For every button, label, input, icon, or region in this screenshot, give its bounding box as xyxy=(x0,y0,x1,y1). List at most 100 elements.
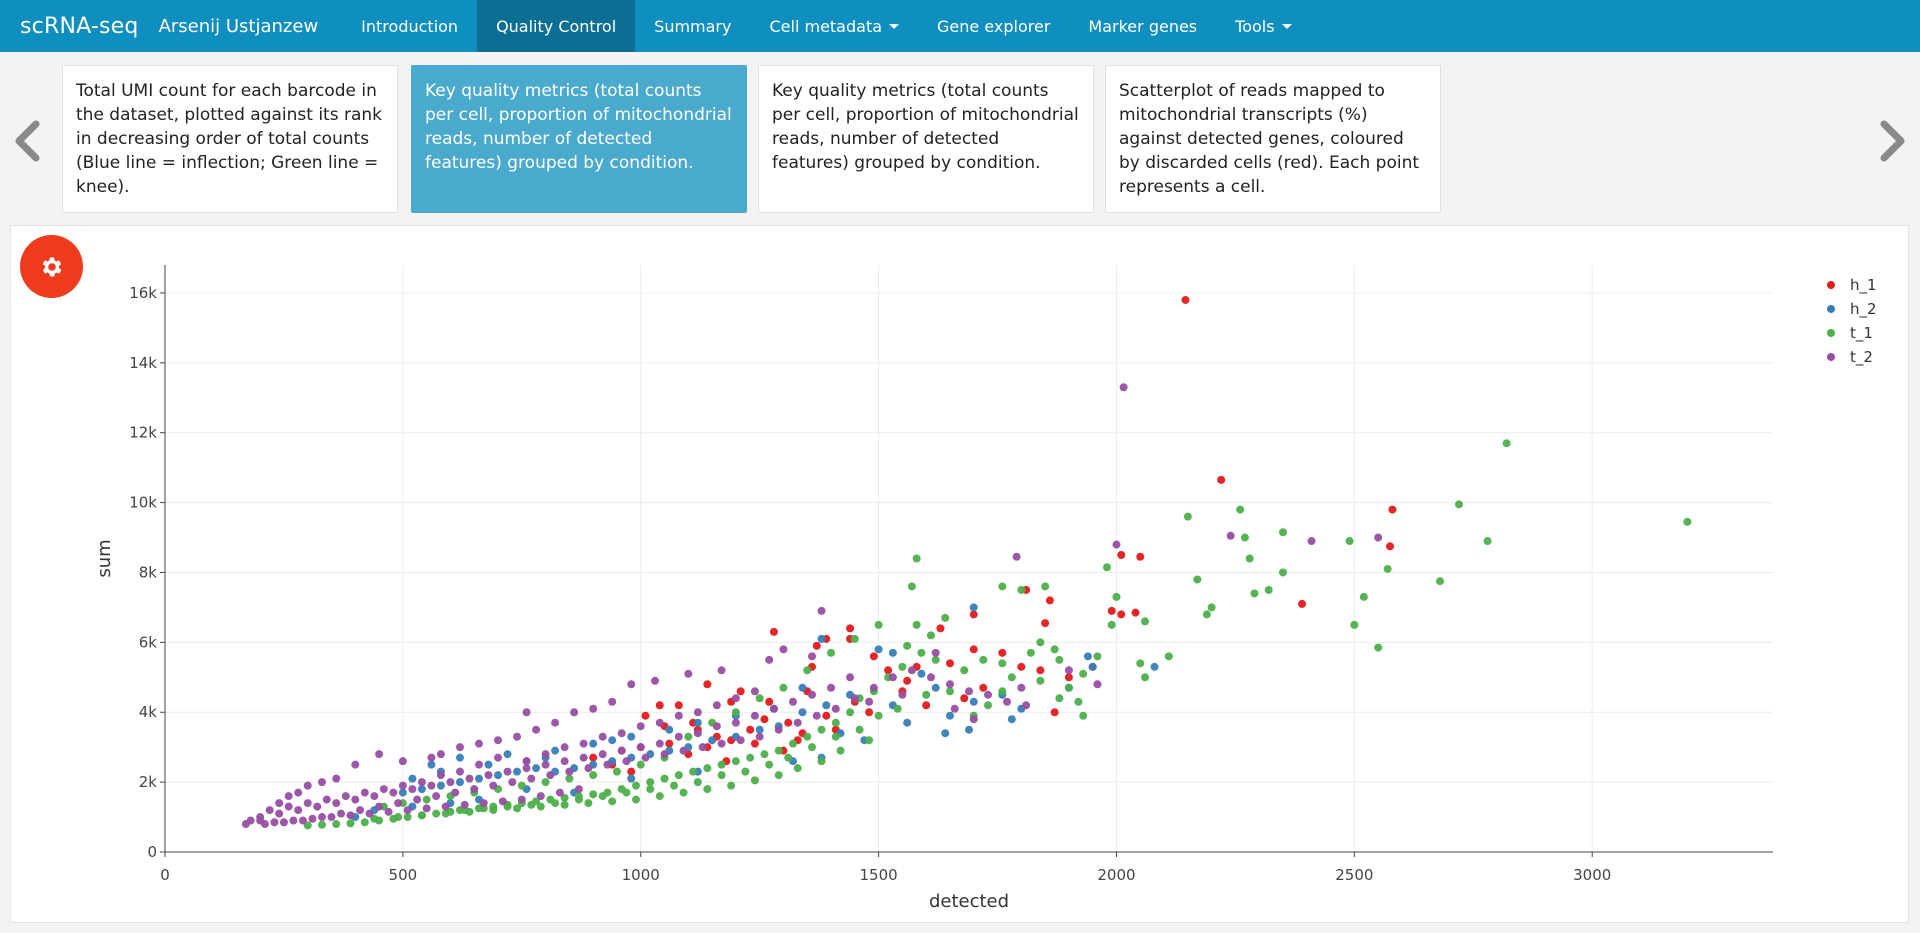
data-point-h_2 xyxy=(627,732,636,741)
carousel-next-button[interactable] xyxy=(1876,118,1910,164)
data-point-t_2 xyxy=(598,732,607,741)
carousel-card-mito-scatter[interactable]: Scatterplot of reads mapped to mitochond… xyxy=(1105,65,1441,213)
data-point-h_2 xyxy=(608,736,617,745)
data-point-t_1 xyxy=(788,739,797,748)
data-point-h_1 xyxy=(736,687,745,696)
brand-title[interactable]: scRNA-seq xyxy=(20,13,139,39)
data-point-t_1 xyxy=(774,746,783,755)
data-point-t_1 xyxy=(1141,673,1150,682)
data-point-t_2 xyxy=(394,799,403,808)
data-point-t_1 xyxy=(1050,645,1059,654)
data-point-t_1 xyxy=(1102,563,1111,572)
data-point-t_1 xyxy=(907,582,916,591)
data-point-t_1 xyxy=(765,760,774,769)
data-point-t_2 xyxy=(698,743,707,752)
data-point-t_2 xyxy=(465,774,474,783)
data-point-t_1 xyxy=(1107,620,1116,629)
data-point-t_1 xyxy=(931,655,940,664)
data-point-t_2 xyxy=(555,788,564,797)
data-point-t_1 xyxy=(536,802,545,811)
nav-tools-label: Tools xyxy=(1235,16,1275,36)
data-point-t_2 xyxy=(436,771,445,780)
data-point-t_1 xyxy=(646,785,655,794)
data-point-t_1 xyxy=(1383,564,1392,573)
data-point-h_2 xyxy=(484,760,493,769)
carousel-prev-button[interactable] xyxy=(10,118,44,164)
nav-introduction-label: Introduction xyxy=(361,16,459,36)
data-point-t_1 xyxy=(1207,603,1216,612)
data-point-t_1 xyxy=(741,767,750,776)
carousel-card-qc-metrics-active[interactable]: Key quality metrics (total counts per ce… xyxy=(411,65,747,213)
data-point-t_2 xyxy=(1017,683,1026,692)
data-point-t_2 xyxy=(560,743,569,752)
nav-cell-metadata-dropdown[interactable]: Cell metadata xyxy=(750,0,918,52)
data-point-t_2 xyxy=(793,718,802,727)
data-point-t_2 xyxy=(432,792,441,801)
data-point-h_1 xyxy=(665,739,674,748)
nav-gene-explorer-label: Gene explorer xyxy=(937,16,1051,36)
nav-marker-genes[interactable]: Marker genes xyxy=(1069,0,1216,52)
data-point-t_1 xyxy=(360,818,369,827)
x-tick-label: 2500 xyxy=(1335,866,1373,884)
data-point-t_2 xyxy=(494,736,503,745)
nav-summary[interactable]: Summary xyxy=(635,0,750,52)
legend-marker-h_1 xyxy=(1827,281,1835,289)
data-point-h_2 xyxy=(874,645,883,654)
y-tick-label: 10k xyxy=(129,494,157,512)
data-point-t_2 xyxy=(289,816,298,825)
data-point-t_1 xyxy=(1240,533,1249,542)
data-point-t_1 xyxy=(560,793,569,802)
data-point-t_2 xyxy=(636,722,645,731)
data-point-h_2 xyxy=(969,603,978,612)
data-point-t_1 xyxy=(422,795,431,804)
data-point-t_1 xyxy=(774,771,783,780)
data-point-h_1 xyxy=(846,624,855,633)
data-point-t_2 xyxy=(865,697,874,706)
nav-quality-control[interactable]: Quality Control xyxy=(477,0,636,52)
data-point-t_2 xyxy=(436,750,445,759)
data-point-t_2 xyxy=(527,774,536,783)
data-point-h_1 xyxy=(1388,505,1397,514)
data-point-t_2 xyxy=(945,680,954,689)
data-point-t_2 xyxy=(360,788,369,797)
data-point-t_1 xyxy=(1079,669,1088,678)
nav-introduction[interactable]: Introduction xyxy=(342,0,477,52)
data-point-h_2 xyxy=(1007,715,1016,724)
chevron-left-icon xyxy=(15,120,40,162)
data-point-t_1 xyxy=(984,701,993,710)
data-point-t_1 xyxy=(598,792,607,801)
data-point-t_2 xyxy=(622,757,631,766)
carousel-card-umi-rank[interactable]: Total UMI count for each barcode in the … xyxy=(62,65,398,213)
data-point-t_2 xyxy=(479,799,488,808)
data-point-t_1 xyxy=(803,666,812,675)
settings-button[interactable] xyxy=(20,235,83,298)
data-point-t_2 xyxy=(617,746,626,755)
data-point-t_1 xyxy=(608,797,617,806)
data-point-t_2 xyxy=(731,718,740,727)
data-point-t_2 xyxy=(517,795,526,804)
data-point-t_2 xyxy=(484,771,493,780)
data-point-h_2 xyxy=(551,746,560,755)
data-point-h_1 xyxy=(703,680,712,689)
data-point-h_1 xyxy=(1064,673,1073,682)
carousel-card-qc-metrics[interactable]: Key quality metrics (total counts per ce… xyxy=(758,65,1094,213)
data-point-t_2 xyxy=(546,771,555,780)
data-point-t_1 xyxy=(1502,439,1511,448)
legend-marker-t_1 xyxy=(1827,329,1835,337)
nav-gene-explorer[interactable]: Gene explorer xyxy=(918,0,1069,52)
data-point-t_2 xyxy=(551,718,560,727)
data-point-t_1 xyxy=(717,760,726,769)
data-point-t_2 xyxy=(375,750,384,759)
nav-tools-dropdown[interactable]: Tools xyxy=(1216,0,1310,52)
data-point-h_1 xyxy=(765,697,774,706)
data-point-t_2 xyxy=(417,778,426,787)
data-point-t_2 xyxy=(317,778,326,787)
data-point-h_2 xyxy=(503,750,512,759)
data-point-t_1 xyxy=(893,704,902,713)
data-point-t_2 xyxy=(294,788,303,797)
nav-cell-metadata-label: Cell metadata xyxy=(769,16,883,36)
data-point-t_2 xyxy=(560,757,569,766)
data-point-h_1 xyxy=(750,739,759,748)
data-point-t_2 xyxy=(655,739,664,748)
